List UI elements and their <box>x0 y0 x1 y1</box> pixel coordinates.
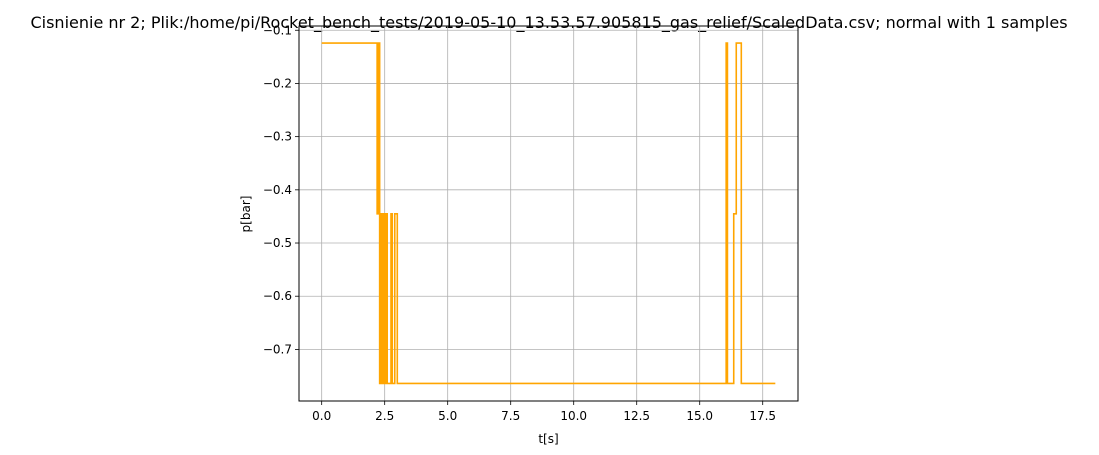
x-tick-label: 15.0 <box>686 409 713 423</box>
y-tick-label: −0.7 <box>263 342 292 356</box>
series-layer <box>321 42 776 385</box>
series-line <box>321 42 776 385</box>
x-tick-label: 2.5 <box>375 409 394 423</box>
x-tick-label: 0.0 <box>312 409 331 423</box>
plot-frame <box>298 25 799 402</box>
x-axis-label: t[s] <box>538 432 558 446</box>
x-tick-label: 12.5 <box>623 409 650 423</box>
y-tick-label: −0.3 <box>263 130 292 144</box>
x-tick-label: 7.5 <box>501 409 520 423</box>
y-tick-label: −0.5 <box>263 236 292 250</box>
y-tick-label: −0.6 <box>263 289 292 303</box>
y-tick-label: −0.4 <box>263 183 292 197</box>
x-tick-label: 17.5 <box>749 409 776 423</box>
tick-layer: 0.0 2.5 5.0 7.5 10.0 12.5 15.0 17.5 −0.1 −0.2 −0.3… <box>263 23 776 423</box>
chart-title: Cisnienie nr 2; Plik:/home/pi/Rocket_ben… <box>30 13 1067 33</box>
x-tick-label: 5.0 <box>438 409 457 423</box>
y-tick-label: −0.1 <box>263 23 292 37</box>
x-tick-label: 10.0 <box>560 409 587 423</box>
y-axis-label: p[bar] <box>239 196 253 233</box>
y-tick-label: −0.2 <box>263 76 292 90</box>
